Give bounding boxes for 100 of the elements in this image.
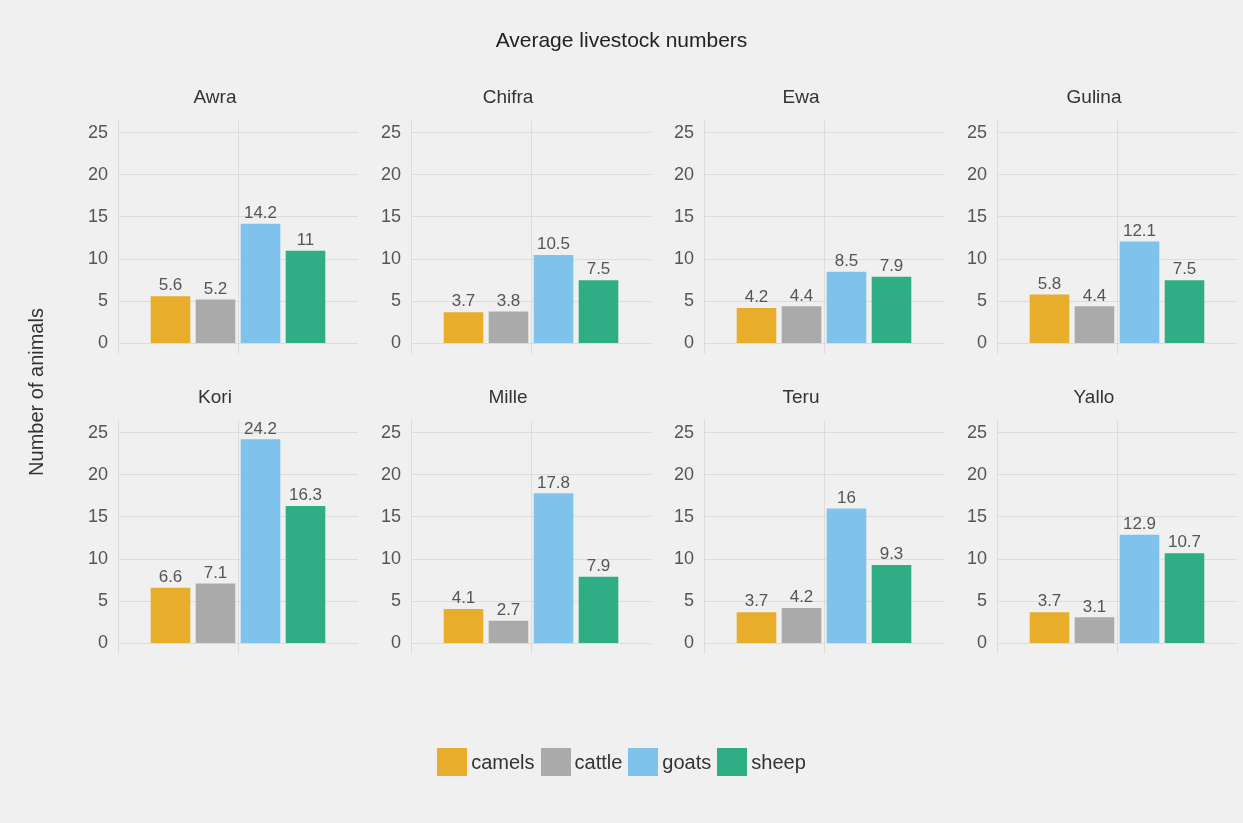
y-tick-label: 15 — [87, 205, 108, 226]
y-tick-label: 5 — [390, 590, 401, 611]
chart-title: Awra — [193, 85, 237, 107]
y-tick-label: 0 — [976, 632, 987, 653]
data-label: 4.4 — [789, 285, 814, 305]
y-tick-label: 10 — [380, 548, 401, 569]
y-tick-label: 25 — [87, 421, 108, 442]
y-tick-label: 20 — [87, 163, 108, 184]
data-label: 12.1 — [1122, 220, 1157, 240]
bar — [1029, 612, 1070, 643]
bar — [826, 271, 867, 343]
data-label: 12.9 — [1122, 513, 1157, 533]
y-tick-label: 25 — [380, 421, 401, 442]
y-tick-label: 10 — [673, 548, 694, 569]
data-label: 3.7 — [451, 291, 476, 311]
y-tick-label: 20 — [966, 163, 987, 184]
data-label: 16.3 — [288, 485, 323, 505]
data-label: 16 — [837, 487, 856, 507]
y-axis-title: Number of animals — [24, 308, 48, 476]
bar — [488, 311, 529, 343]
y-tick-label: 10 — [673, 248, 694, 269]
data-label: 24.2 — [243, 418, 278, 438]
data-label: 17.8 — [536, 472, 571, 492]
data-label: 9.3 — [879, 544, 904, 564]
bar — [240, 439, 281, 643]
data-label: 10.7 — [1167, 532, 1202, 552]
y-tick-label: 5 — [390, 290, 401, 311]
y-tick-label: 25 — [966, 421, 987, 442]
y-tick-label: 15 — [673, 205, 694, 226]
data-label: 10.5 — [536, 234, 571, 254]
y-tick-label: 0 — [390, 632, 401, 653]
bar — [150, 587, 191, 643]
bar — [1164, 280, 1205, 343]
bar — [578, 280, 619, 343]
y-tick-label: 0 — [683, 632, 694, 653]
bar — [195, 583, 236, 643]
bar — [736, 612, 777, 643]
legend-label: cattle — [574, 750, 623, 774]
data-label: 11 — [296, 229, 315, 249]
y-tick-label: 0 — [97, 332, 108, 353]
y-tick-label: 5 — [97, 590, 108, 611]
data-label: 7.9 — [586, 556, 611, 576]
data-label: 4.1 — [451, 588, 476, 608]
y-tick-label: 10 — [87, 248, 108, 269]
data-label: 8.5 — [834, 250, 859, 270]
y-tick-label: 10 — [966, 548, 987, 569]
y-tick-label: 5 — [97, 290, 108, 311]
data-label: 4.2 — [789, 587, 814, 607]
y-tick-label: 25 — [673, 421, 694, 442]
bar — [1119, 534, 1160, 643]
y-tick-label: 0 — [97, 632, 108, 653]
y-tick-label: 5 — [976, 290, 987, 311]
y-tick-label: 20 — [87, 463, 108, 484]
y-tick-label: 0 — [683, 332, 694, 353]
y-tick-label: 15 — [966, 505, 987, 526]
bar — [195, 299, 236, 343]
data-label: 7.1 — [203, 562, 228, 582]
bar — [1074, 617, 1115, 643]
chart-title: Ewa — [782, 85, 820, 107]
y-tick-label: 25 — [87, 121, 108, 142]
bar — [871, 276, 912, 343]
y-tick-label: 10 — [87, 548, 108, 569]
data-label: 7.9 — [879, 256, 904, 276]
bar — [781, 306, 822, 343]
chart-title: Kori — [198, 385, 232, 407]
bar — [443, 608, 484, 643]
chart-title: Gulina — [1066, 85, 1122, 107]
data-label: 7.5 — [1172, 259, 1197, 279]
bar — [488, 620, 529, 643]
data-label: 5.2 — [203, 278, 228, 298]
data-label: 3.8 — [496, 290, 521, 310]
y-tick-label: 15 — [380, 205, 401, 226]
text: Average livestock numbers — [494, 28, 749, 53]
y-tick-label: 5 — [976, 590, 987, 611]
bar — [1074, 306, 1115, 343]
bar — [871, 565, 912, 643]
data-label: 2.7 — [496, 599, 521, 619]
y-tick-label: 15 — [673, 505, 694, 526]
data-label: 4.2 — [744, 287, 769, 307]
chart-title: Mille — [488, 385, 528, 407]
legend-label: camels — [471, 750, 535, 774]
y-tick-label: 10 — [966, 248, 987, 269]
data-label: 5.8 — [1037, 273, 1062, 293]
data-label: 3.7 — [744, 591, 769, 611]
chart-title: Yallo — [1073, 385, 1115, 407]
bar — [533, 493, 574, 643]
bar — [285, 505, 326, 643]
data-label: 5.6 — [158, 275, 183, 295]
bar — [1119, 241, 1160, 343]
y-tick-label: 5 — [683, 590, 694, 611]
y-tick-label: 10 — [380, 248, 401, 269]
y-tick-label: 20 — [673, 163, 694, 184]
bar — [240, 223, 281, 343]
data-label: 7.5 — [586, 259, 611, 279]
y-tick-label: 5 — [683, 290, 694, 311]
bar — [826, 508, 867, 643]
y-tick-label: 20 — [673, 463, 694, 484]
y-tick-label: 20 — [966, 463, 987, 484]
legend-label: sheep — [751, 750, 806, 774]
y-tick-label: 15 — [87, 505, 108, 526]
